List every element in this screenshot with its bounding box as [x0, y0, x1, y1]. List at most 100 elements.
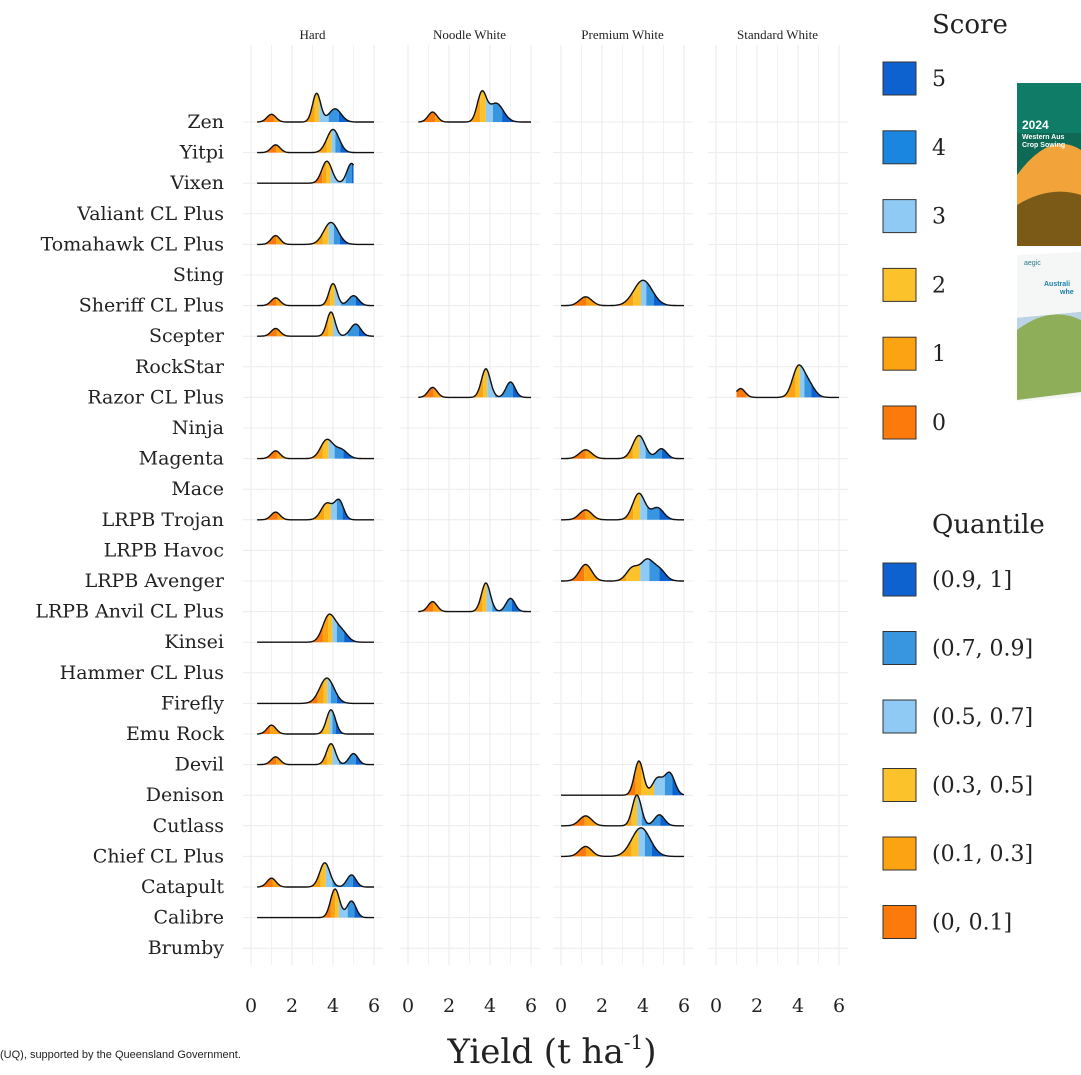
ridge-hard-yitpi	[257, 128, 374, 154]
quantile-band-3	[641, 280, 647, 306]
quantile-band-1	[270, 725, 324, 734]
thumbnail-title-b: whe	[1059, 289, 1074, 296]
variety-label-rockstar: RockStar	[135, 356, 225, 378]
ridge-outline	[257, 862, 374, 888]
quantile-legend-label: (0.7, 0.9]	[932, 637, 1033, 662]
quantile-legend-label: (0.5, 0.7]	[932, 705, 1033, 730]
score-legend-swatch	[882, 130, 917, 165]
ridge-outline	[561, 794, 684, 827]
x-tick-label: 4	[792, 995, 804, 1017]
quantile-band-5	[342, 505, 374, 520]
quantile-band-0	[257, 756, 277, 765]
score-legend-label: 3	[932, 205, 946, 230]
thumbnail-title-line2: Crop Sowing	[1022, 142, 1065, 149]
variety-label-lrpb-trojan: LRPB Trojan	[102, 509, 224, 531]
quantile-band-3	[338, 897, 348, 918]
ridge-outline	[257, 742, 374, 766]
quantile-band-1	[276, 288, 331, 306]
report-thumbnail-bottom[interactable]: aegic Australi whe	[1017, 252, 1081, 402]
quantile-band-2	[631, 795, 638, 826]
quantile-band-5	[344, 631, 374, 643]
quantile-band-5	[660, 814, 684, 826]
ridge-outline	[257, 311, 374, 337]
thumbnail-title-a: Australi	[1044, 281, 1070, 288]
quantile-band-4	[332, 711, 336, 734]
ridge-noodle-white-razor-cl-plus	[418, 368, 531, 399]
variety-label-kinsei: Kinsei	[164, 631, 224, 653]
quantile-band-0	[561, 846, 587, 857]
ridge-outline	[735, 364, 839, 399]
variety-label-lrpb-anvil-cl-plus: LRPB Anvil CL Plus	[35, 601, 224, 623]
score-legend-swatch	[882, 405, 917, 440]
ridge-outline	[257, 221, 374, 246]
quantile-band-2	[320, 862, 326, 887]
quantile-band-3	[327, 678, 331, 704]
ridge-hard-catapult	[257, 862, 374, 888]
quantile-band-4	[492, 598, 512, 612]
ridge-hard-vixen	[257, 160, 355, 184]
variety-label-calibre: Calibre	[153, 907, 224, 929]
variety-label-lrpb-havoc: LRPB Havoc	[104, 539, 224, 561]
ridge-outline	[257, 438, 374, 460]
report-thumbnail-top[interactable]: 2024 Western Aus Crop Sowing	[1017, 83, 1081, 246]
quantile-band-3	[638, 827, 645, 857]
quantile-band-1	[584, 809, 632, 826]
ridge-outline	[257, 92, 374, 123]
quantile-legend-label: (0.3, 0.5]	[932, 774, 1033, 799]
ridge-layer	[257, 89, 839, 919]
quantile-band-2	[323, 678, 328, 704]
quantile-band-3	[330, 166, 346, 184]
variety-label-mace: Mace	[171, 478, 224, 500]
quantile-band-1	[585, 502, 634, 520]
quantile-band-4	[492, 103, 503, 122]
x-axis-title: Yield (t ha-1)	[447, 1030, 657, 1072]
quantile-band-4	[347, 901, 355, 918]
quantile-band-0	[418, 112, 436, 122]
quantile-legend: (0.9, 1] (0.7, 0.9] (0.5, 0.7] (0.3, 0.5] (0…	[882, 562, 1033, 939]
quantile-band-2	[324, 502, 331, 520]
x-tick-label: 2	[596, 995, 608, 1017]
quantile-band-3	[333, 315, 348, 337]
quantile-legend-title: Quantile	[932, 510, 1045, 540]
ridge-hard-scepter	[257, 311, 374, 337]
ridge-hard-calibre	[257, 888, 374, 919]
score-legend-label: 0	[932, 411, 946, 436]
quantile-band-2	[482, 583, 487, 612]
quantile-band-3	[485, 96, 493, 122]
ridge-outline	[418, 582, 531, 613]
quantile-band-2	[633, 493, 641, 520]
x-tick-label: 0	[555, 995, 567, 1017]
quantile-band-4	[495, 382, 513, 398]
variety-label-devil: Devil	[175, 754, 224, 776]
quantile-band-0	[257, 450, 277, 459]
variety-label-zen: Zen	[187, 111, 224, 133]
x-tick-label: 6	[368, 995, 380, 1017]
quantile-band-3	[639, 435, 646, 459]
quantile-band-5	[512, 599, 531, 612]
ridge-outline	[561, 434, 684, 460]
quantile-band-3	[637, 795, 642, 826]
quantile-band-0	[257, 898, 331, 918]
quantile-band-0	[561, 769, 636, 796]
quantile-legend-swatch	[882, 699, 917, 734]
quantile-band-1	[433, 590, 483, 612]
quantile-band-1	[746, 370, 796, 398]
quantile-band-0	[561, 816, 585, 826]
quantile-band-1	[585, 445, 633, 459]
quantile-band-4	[644, 830, 652, 857]
variety-label-lrpb-avenger: LRPB Avenger	[85, 570, 225, 592]
quantile-band-5	[358, 326, 374, 337]
score-legend-label: 1	[932, 342, 946, 367]
ridge-hard-kinsei	[257, 613, 374, 643]
variety-label-chief-cl-plus: Chief CL Plus	[93, 845, 224, 867]
quantile-band-3	[640, 493, 648, 520]
quantile-band-1	[586, 840, 631, 857]
ridge-outline	[561, 760, 685, 796]
variety-label-hammer-cl-plus: Hammer CL Plus	[60, 662, 224, 684]
ridge-hard-lrpb-trojan	[257, 498, 374, 521]
quantile-band-2	[328, 614, 333, 643]
quantile-band-4	[332, 874, 353, 887]
quantile-band-2	[330, 283, 335, 306]
quantile-legend-swatch	[882, 836, 917, 871]
